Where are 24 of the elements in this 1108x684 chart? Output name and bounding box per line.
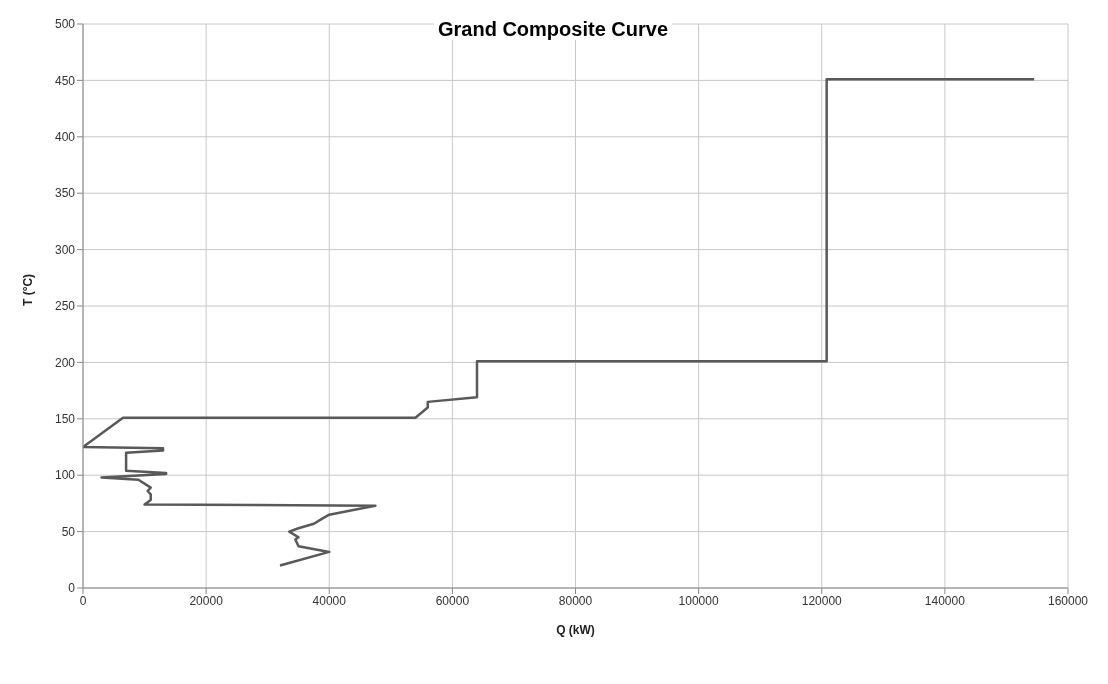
x-tick-label: 120000 bbox=[801, 593, 843, 608]
y-tick-label: 50 bbox=[61, 524, 76, 539]
x-tick-label: 40000 bbox=[312, 593, 347, 608]
x-tick-label: 140000 bbox=[924, 593, 966, 608]
x-tick-label: 160000 bbox=[1047, 593, 1089, 608]
y-tick-label: 250 bbox=[54, 299, 76, 314]
y-tick-label: 200 bbox=[54, 355, 76, 370]
y-axis-title: T (°C) bbox=[21, 273, 36, 306]
x-tick-label: 20000 bbox=[189, 593, 224, 608]
x-axis-title: Q (kW) bbox=[556, 623, 595, 637]
y-tick-label: 450 bbox=[54, 73, 76, 88]
y-tick-label: 0 bbox=[68, 581, 76, 596]
y-tick-label: 300 bbox=[54, 242, 76, 257]
y-tick-label: 500 bbox=[54, 17, 76, 32]
line-series bbox=[83, 78, 1036, 567]
chart-title: Grand Composite Curve bbox=[433, 18, 673, 40]
y-tick-label: 150 bbox=[54, 412, 76, 427]
y-tick-label: 100 bbox=[54, 468, 76, 483]
x-tick-label: 0 bbox=[79, 593, 87, 608]
x-tick-label: 60000 bbox=[435, 593, 470, 608]
x-tick-label: 100000 bbox=[678, 593, 719, 608]
x-tick-label: 80000 bbox=[558, 593, 593, 608]
y-tick-label: 350 bbox=[54, 186, 76, 201]
y-tick-label: 400 bbox=[54, 130, 76, 145]
